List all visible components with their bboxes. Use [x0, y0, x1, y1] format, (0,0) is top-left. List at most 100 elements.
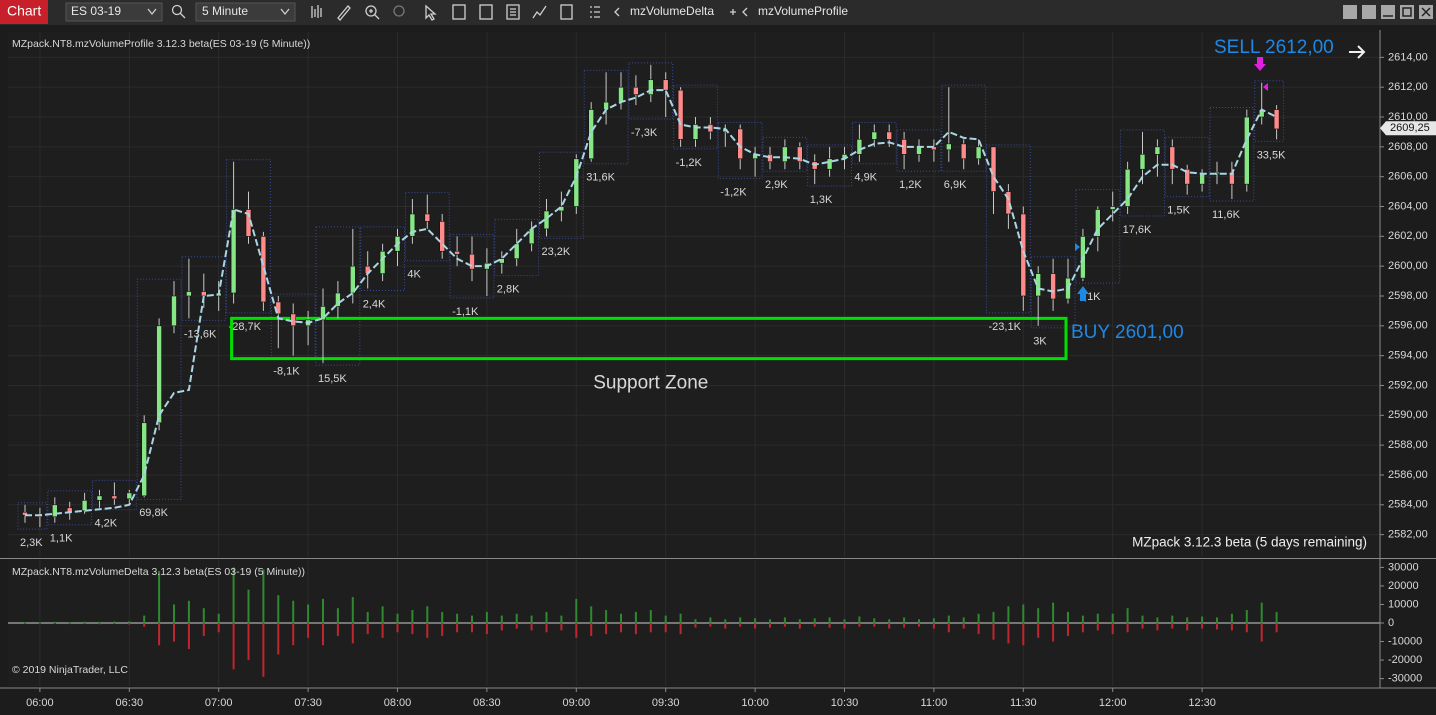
properties-icon[interactable]: [452, 4, 466, 20]
delta-bar: [1111, 623, 1114, 635]
x-tick-label: 12:00: [1099, 697, 1127, 709]
delta-bar: [471, 623, 473, 633]
delta-bar: [1067, 623, 1069, 636]
delta-bar: [247, 589, 250, 623]
delta-bar: [947, 623, 950, 633]
x-tick-label: 10:30: [831, 697, 859, 709]
data-box-icon[interactable]: [560, 4, 573, 20]
delta-bar: [158, 571, 161, 623]
instrument-dropdown[interactable]: [65, 2, 163, 22]
y-tick-label: 2614,00: [1388, 51, 1428, 63]
delta-bar: [947, 615, 950, 623]
maximize-button[interactable]: [1400, 5, 1414, 19]
draw-icon[interactable]: [337, 5, 351, 21]
instrument-label[interactable]: ES 03-19: [71, 4, 121, 18]
delta-bar: [1186, 623, 1189, 631]
profile-delta-label: -23,1K: [989, 321, 1022, 333]
y-tick-label: 2584,00: [1388, 499, 1428, 511]
list-icon[interactable]: [590, 6, 600, 18]
tool-icons[interactable]: [311, 4, 748, 21]
bars-icon[interactable]: [311, 5, 322, 18]
profile-delta-label: 1,5K: [1167, 204, 1190, 216]
delta-bar: [813, 623, 816, 627]
delta-bar: [456, 613, 459, 623]
delta-bar: [783, 623, 786, 627]
candle-body: [51, 504, 58, 518]
candle-body: [796, 146, 803, 163]
y-tick-label: 2582,00: [1388, 529, 1428, 541]
delta-bar: [1081, 623, 1084, 633]
window-button[interactable]: [1362, 5, 1376, 19]
indicator-label[interactable]: mzVolumeDelta: [630, 4, 714, 18]
sell-label: SELL 2612,00: [1214, 37, 1334, 58]
candle-body: [1005, 191, 1012, 215]
delta-bar: [292, 623, 295, 646]
delta-bar: [545, 611, 548, 623]
delta-bar: [918, 623, 920, 627]
candle-body: [1169, 146, 1176, 170]
delta-bar: [634, 623, 637, 635]
y-tick-label: 2588,00: [1388, 439, 1428, 451]
volume-profile-box: [449, 233, 495, 299]
delta-bar: [500, 623, 503, 631]
delta-bar: [426, 606, 429, 623]
volume-profile-box: [807, 144, 853, 187]
delta-bar: [128, 621, 131, 623]
delta-bar: [1201, 623, 1204, 629]
y-tick-label: -20000: [1388, 654, 1422, 666]
sell-signal-marker: [1263, 83, 1268, 91]
candle-body: [320, 306, 326, 321]
y-tick-label: 2606,00: [1388, 171, 1428, 183]
chart-tab[interactable]: [0, 0, 48, 24]
indicator-label[interactable]: mzVolumeProfile: [758, 4, 848, 18]
candle-body: [1199, 173, 1205, 185]
profile-delta-label: 2,4K: [363, 298, 386, 310]
candle-body: [469, 253, 475, 270]
chart-tab-label[interactable]: Chart: [7, 3, 41, 19]
delta-bar: [649, 623, 652, 633]
interval-dropdown[interactable]: [195, 2, 296, 22]
x-tick-label: 12:30: [1188, 697, 1216, 709]
volume-profile-box: [941, 84, 987, 172]
candle-body: [960, 143, 967, 160]
delta-bar: [515, 613, 518, 623]
indicator-toggle-icon[interactable]: [614, 7, 620, 17]
delta-bar: [932, 618, 935, 623]
candle-body: [290, 313, 297, 327]
delta-bar: [1096, 613, 1099, 623]
delta-bar: [1156, 617, 1159, 623]
candle-body: [1139, 154, 1146, 170]
profile-delta-label: 31,6K: [586, 172, 615, 184]
delta-bar: [98, 621, 101, 623]
indicator-toggle-icon[interactable]: [742, 7, 748, 17]
delta-bar: [605, 623, 608, 635]
interval-label[interactable]: 5 Minute: [202, 4, 248, 18]
chart-layer: 06:00 06:30 07:00 07:30 08:00 08:30 09:00 09:30…: [8, 32, 1380, 709]
delta-bar: [143, 623, 146, 627]
pointer-icon[interactable]: [425, 4, 437, 21]
zoom-in-icon[interactable]: [365, 5, 377, 17]
delta-bar: [277, 595, 280, 623]
indicators-icon[interactable]: [532, 5, 547, 19]
minimize-button[interactable]: [1381, 5, 1395, 19]
delta-bar: [53, 623, 56, 624]
delta-bar: [605, 610, 608, 623]
profile-delta-label: -8,1K: [273, 366, 300, 378]
candle-body: [782, 146, 788, 163]
delta-bar: [1186, 617, 1189, 623]
add-icon[interactable]: [730, 9, 736, 15]
templates-icon[interactable]: [506, 4, 520, 20]
candle-body: [528, 228, 535, 245]
search-icon[interactable]: [171, 4, 183, 16]
candle-body: [424, 213, 431, 222]
volume-profile-box: [315, 226, 361, 366]
delta-bar: [1171, 623, 1174, 629]
delta-bar: [232, 623, 235, 670]
window-button[interactable]: [1343, 5, 1357, 19]
delta-bar: [187, 623, 190, 649]
zoom-out-icon[interactable]: [393, 5, 405, 17]
delta-bar: [1230, 613, 1233, 623]
delta-bar: [277, 623, 280, 655]
strategies-icon[interactable]: [479, 4, 493, 20]
delta-bar: [1037, 623, 1040, 638]
